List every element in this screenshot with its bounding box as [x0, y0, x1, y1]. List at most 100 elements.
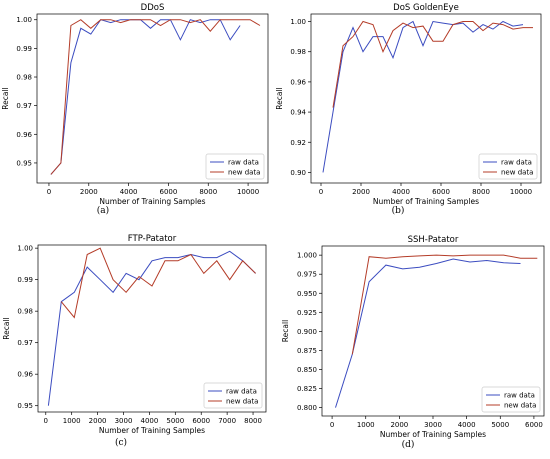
y-tick-label: 0.900 [297, 328, 317, 336]
y-tick-label: 0.98 [17, 308, 33, 316]
series-line-raw-data [47, 250, 256, 406]
subfigure-caption: (c) [114, 438, 128, 448]
y-axis-label: Recall [281, 320, 290, 342]
x-tick-label: 8000 [199, 188, 217, 196]
x-tick-label: 2000 [352, 188, 370, 196]
plot-frame [37, 244, 267, 413]
y-tick-label: 0.95 [16, 159, 32, 167]
legend-box [203, 382, 263, 409]
y-tick-label: 0.825 [297, 385, 317, 393]
x-tick-label: 7000 [218, 417, 236, 425]
legend: raw data new data [478, 153, 538, 180]
x-tick-label: 5000 [166, 417, 184, 425]
chart-title: SSH-Patator [408, 235, 459, 245]
chart-title: DDoS [141, 3, 165, 13]
chart-3: FTP-Patator 0 1000 2000 3000 4000 5000 6000 7000… [2, 234, 267, 435]
legend-box [478, 153, 538, 180]
x-tick-label: 6000 [432, 188, 450, 196]
legend-label: new data [226, 398, 258, 406]
x-tick-label: 3000 [115, 417, 133, 425]
y-tick-label: 0.96 [17, 371, 33, 379]
x-tick-label: 8000 [472, 188, 490, 196]
legend-label: raw data [501, 159, 532, 167]
x-tick-label: 6000 [160, 188, 178, 196]
x-tick-label: 0 [47, 188, 51, 196]
x-tick-label: 0 [319, 188, 323, 196]
legend: raw data new data [203, 382, 263, 409]
series-line-new-data [332, 20, 533, 108]
y-tick-label: 0.99 [17, 276, 33, 284]
y-tick-label: 0.925 [297, 309, 317, 317]
legend-label: raw data [504, 392, 535, 400]
y-tick-label: 1.00 [17, 245, 33, 253]
y-tick-label: 0.96 [16, 131, 32, 139]
y-tick-label: 0.850 [297, 366, 317, 374]
y-tick-label: 0.95 [17, 402, 33, 410]
legend: raw data new data [205, 153, 265, 180]
x-tick-label: 6000 [525, 421, 543, 429]
y-tick-label: 0.94 [290, 109, 306, 117]
series-line-raw-data [50, 19, 241, 175]
y-tick-label: 0.875 [297, 347, 317, 355]
series-line-new-data [351, 254, 538, 355]
x-tick-label: 2000 [390, 421, 408, 429]
y-tick-label: 0.975 [297, 271, 317, 279]
subfigure-caption: (a) [96, 206, 110, 216]
legend: raw data new data [481, 386, 541, 413]
y-tick-label: 0.97 [16, 102, 32, 110]
y-axis-label: Recall [1, 87, 10, 109]
series-line-raw-data [335, 258, 521, 408]
y-tick-label: 0.99 [16, 45, 32, 53]
x-tick-label: 4000 [140, 417, 158, 425]
x-tick-label: 3000 [424, 421, 442, 429]
x-axis-label: Number of Training Samples [99, 426, 205, 435]
x-tick-label: 0 [330, 421, 334, 429]
legend-label: raw data [226, 388, 257, 396]
y-axis-label: Recall [2, 317, 11, 339]
plot-frame [36, 13, 269, 184]
series-line-new-data [50, 19, 261, 175]
x-tick-label: 0 [44, 417, 48, 425]
x-tick-label: 4000 [458, 421, 476, 429]
chart-1: DDoS 0 2000 4000 6000 8000 10000 0.95 0.96 0.97 0.… [1, 3, 269, 206]
legend-box [481, 386, 541, 413]
series-line-new-data [60, 247, 256, 319]
legend-label: new data [228, 169, 260, 177]
plot-frame [310, 13, 542, 184]
chart-title: FTP-Patator [128, 234, 177, 244]
x-tick-label: 5000 [491, 421, 509, 429]
x-tick-label: 2000 [80, 188, 98, 196]
y-tick-label: 0.92 [290, 139, 306, 147]
x-axis-label: Number of Training Samples [99, 197, 205, 206]
x-axis-label: Number of Training Samples [373, 197, 479, 206]
legend-box [205, 153, 265, 180]
y-tick-label: 0.950 [297, 290, 317, 298]
y-tick-label: 1.00 [290, 18, 306, 26]
x-tick-label: 4000 [392, 188, 410, 196]
x-tick-label: 8000 [244, 417, 262, 425]
y-tick-label: 0.98 [16, 74, 32, 82]
legend-label: new data [504, 402, 536, 410]
x-tick-label: 4000 [120, 188, 138, 196]
y-tick-label: 0.96 [290, 78, 306, 86]
subfigure-caption: (d) [401, 440, 415, 450]
y-tick-label: 0.98 [290, 48, 306, 56]
y-tick-label: 1.000 [297, 252, 317, 260]
y-tick-label: 0.97 [17, 339, 33, 347]
legend-label: raw data [228, 159, 259, 167]
x-tick-label: 10000 [510, 188, 532, 196]
y-axis-label: Recall [275, 87, 284, 109]
y-tick-label: 0.800 [297, 404, 317, 412]
subfigure-caption: (b) [391, 206, 405, 216]
x-tick-label: 6000 [192, 417, 210, 425]
x-tick-label: 10000 [237, 188, 259, 196]
x-axis-label: Number of Training Samples [380, 430, 486, 439]
chart-4: SSH-Patator 0 1000 2000 3000 4000 5000 6000 0.80… [281, 235, 545, 439]
series-line-raw-data [322, 20, 524, 173]
x-tick-label: 1000 [63, 417, 81, 425]
y-tick-label: 1.00 [16, 16, 32, 24]
x-tick-label: 1000 [357, 421, 375, 429]
chart-2: DoS GoldenEye 0 2000 4000 6000 8000 10000 0.90 0… [275, 3, 542, 206]
legend-label: new data [501, 169, 533, 177]
